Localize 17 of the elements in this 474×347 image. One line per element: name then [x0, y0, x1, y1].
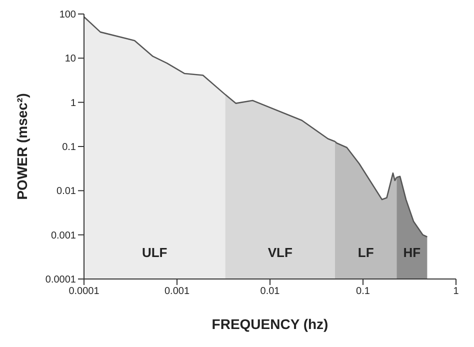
x-axis-title: FREQUENCY (hz)	[212, 316, 328, 332]
x-tick-label: 0.1	[356, 286, 370, 298]
x-tick-label: 1	[453, 286, 460, 298]
series-label: ULF	[142, 245, 168, 260]
y-tick-label: 100	[59, 10, 76, 21]
series-label: VLF	[268, 245, 292, 260]
y-tick-label: 0.1	[62, 142, 76, 154]
y-tick-label: 0.0001	[45, 274, 76, 286]
series-label: HF	[403, 245, 421, 260]
x-tick-label: 0.001	[164, 286, 190, 298]
y-axis-title: POWER (msec²)	[14, 93, 30, 200]
series-label: LF	[358, 245, 374, 260]
y-tick-label: 10	[64, 54, 76, 65]
y-tick-label: 1	[70, 98, 76, 109]
x-tick-label: 0.01	[260, 286, 280, 298]
y-tick-label: 0.001	[50, 230, 76, 242]
y-tick-label: 0.01	[56, 186, 76, 198]
